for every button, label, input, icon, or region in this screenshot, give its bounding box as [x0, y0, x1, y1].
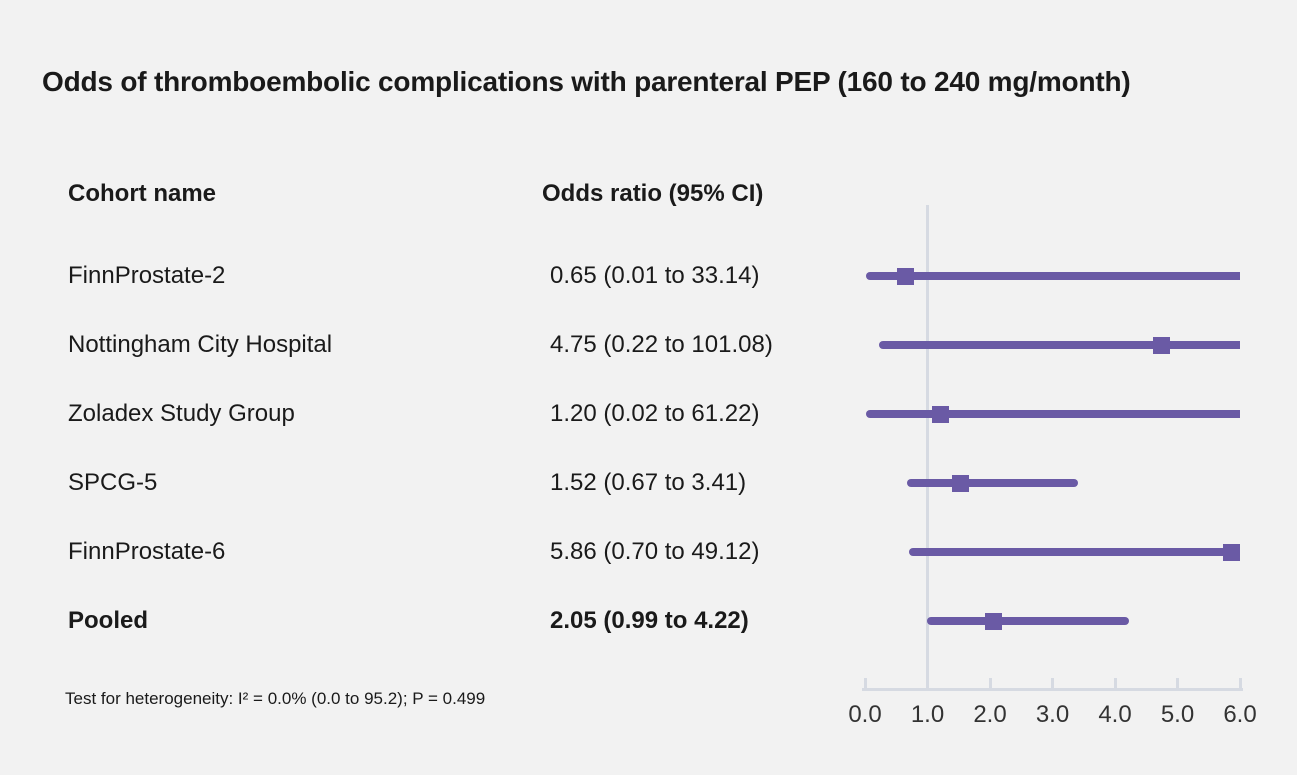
x-axis-tick [1113, 678, 1117, 688]
chart-title: Odds of thromboembolic complications wit… [42, 66, 1131, 97]
x-axis-line [862, 688, 1243, 691]
x-axis-tick-label: 0.0 [848, 701, 882, 728]
confidence-interval-line [878, 341, 1240, 349]
odds-ratio-value: 0.65 (0.01 to 33.14) [550, 262, 760, 289]
x-axis-tick-label: 6.0 [1223, 701, 1257, 728]
x-axis-tick-label: 1.0 [910, 701, 945, 728]
reference-line [926, 205, 929, 688]
estimate-marker [984, 612, 1002, 630]
confidence-interval-line [926, 617, 1129, 625]
estimate-marker [1222, 543, 1240, 561]
confidence-interval-line [865, 272, 1240, 280]
confidence-interval-line [906, 479, 1079, 487]
cohort-label: FinnProstate-6 [68, 538, 226, 565]
x-axis-tick [988, 678, 992, 688]
odds-ratio-value: 4.75 (0.22 to 101.08) [550, 331, 773, 358]
cohort-label: Nottingham City Hospital [68, 331, 333, 358]
heterogeneity-footnote: Test for heterogeneity: I² = 0.0% (0.0 t… [65, 689, 486, 708]
x-axis-tick [926, 678, 929, 688]
odds-ratio-value: 5.86 (0.70 to 49.12) [550, 538, 760, 565]
x-axis-tick-label: 2.0 [973, 701, 1007, 728]
x-axis-tick [1238, 678, 1242, 688]
cohort-label: Zoladex Study Group [68, 400, 295, 427]
x-axis-tick [1051, 678, 1054, 688]
estimate-marker [897, 267, 915, 285]
column-header-cohort-name: Cohort name [68, 180, 217, 207]
x-axis-tick-label: 5.0 [1160, 701, 1195, 728]
x-axis-tick-label: 4.0 [1098, 701, 1132, 728]
confidence-interval-line [866, 410, 1240, 418]
estimate-marker [1153, 336, 1171, 354]
x-axis-tick [1176, 678, 1179, 688]
cohort-label: Pooled [68, 607, 149, 634]
odds-ratio-value: 1.52 (0.67 to 3.41) [550, 469, 747, 496]
estimate-marker [951, 474, 969, 492]
x-axis-tick-label: 3.0 [1035, 701, 1070, 728]
cohort-label: SPCG-5 [68, 469, 158, 496]
cohort-label: FinnProstate-2 [68, 262, 226, 289]
confidence-interval-line [908, 548, 1240, 556]
column-header-odds-ratio: Odds ratio (95% CI) [542, 180, 764, 207]
odds-ratio-value: 2.05 (0.99 to 4.22) [550, 607, 749, 634]
x-axis-tick [863, 678, 867, 688]
estimate-marker [931, 405, 949, 423]
odds-ratio-value: 1.20 (0.02 to 61.22) [550, 400, 760, 427]
